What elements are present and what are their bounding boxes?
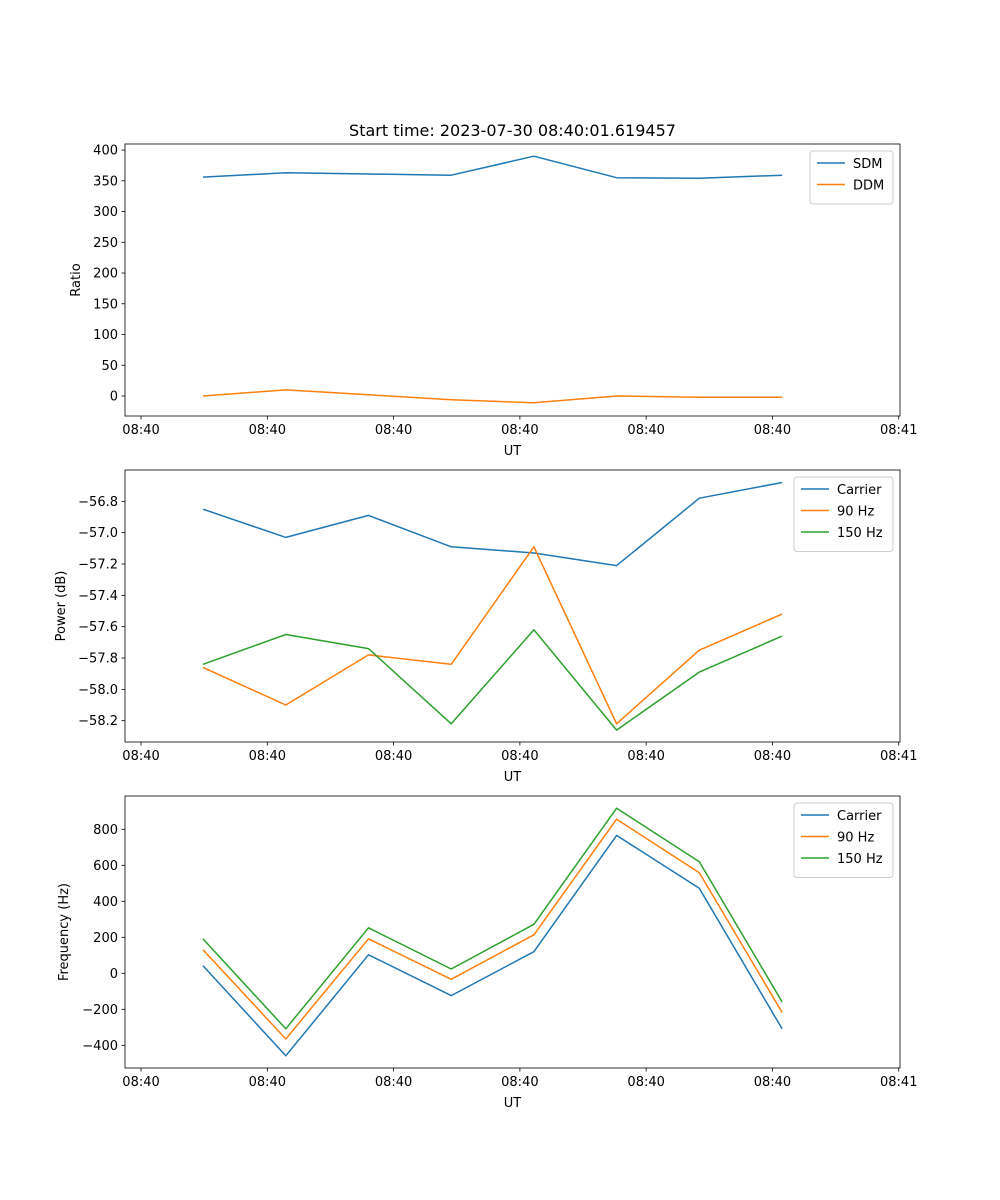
subplot-2: 08:40 08:40 08:40 08:40 08:40 08:40 08:41 −58.2… <box>54 469 917 785</box>
y-axis-label: Power (dB) <box>54 571 69 642</box>
subplot-1: 08:40 08:40 08:40 08:40 08:40 08:40 08:41 0 50 10… <box>69 144 917 459</box>
x-tick-label: 08:41 <box>880 1075 917 1090</box>
y-tick-label: −57.6 <box>78 620 118 635</box>
y-tick-label: −200 <box>82 1003 118 1018</box>
x-tick-label: 08:40 <box>122 1075 159 1090</box>
x-tick-label: 08:40 <box>249 423 286 438</box>
y-tick-label: 350 <box>93 174 118 189</box>
x-tick-label: 08:40 <box>627 1075 664 1090</box>
axes-frame <box>124 795 901 1069</box>
legend: Carrier 90 Hz 150 Hz <box>793 802 894 878</box>
series-line-150-hz <box>202 629 783 731</box>
y-tick-label: 400 <box>93 144 118 159</box>
y-tick-label: 100 <box>93 328 118 343</box>
series-line-carrier <box>202 481 783 567</box>
x-tick-label: 08:40 <box>249 749 286 764</box>
y-tick-label: 300 <box>93 205 118 220</box>
x-tick-label: 08:40 <box>754 749 791 764</box>
y-axis-label: Ratio <box>69 263 84 296</box>
legend-label: 90 Hz <box>837 831 874 846</box>
legend-label: 150 Hz <box>837 526 883 541</box>
legend-label: DDM <box>853 179 884 194</box>
x-tick-label: 08:40 <box>375 423 412 438</box>
y-tick-label: 200 <box>93 267 118 282</box>
y-tick-label: −400 <box>82 1039 118 1054</box>
x-tick-label: 08:40 <box>375 1075 412 1090</box>
series-line-sdm <box>202 155 783 180</box>
y-tick-label: −57.8 <box>78 652 118 667</box>
y-tick-label: 800 <box>93 823 118 838</box>
legend-box <box>793 476 894 552</box>
x-tick-label: 08:41 <box>880 749 917 764</box>
x-tick-label: 08:40 <box>249 1075 286 1090</box>
legend-label: Carrier <box>837 809 882 824</box>
y-tick-label: 600 <box>93 859 118 874</box>
y-tick-label: 250 <box>93 236 118 251</box>
series-line-ddm <box>202 389 783 404</box>
y-tick-label: −57.2 <box>78 558 118 573</box>
legend-label: 150 Hz <box>837 852 883 867</box>
x-axis-label: UT <box>504 1096 522 1111</box>
subplot-3: 08:40 08:40 08:40 08:40 08:40 08:40 08:41 −400 −… <box>57 795 917 1111</box>
y-tick-label: 0 <box>110 390 118 405</box>
legend: Carrier 90 Hz 150 Hz <box>793 476 894 552</box>
legend-label: SDM <box>853 157 882 172</box>
y-tick-label: 50 <box>101 359 118 374</box>
y-tick-label: 400 <box>93 895 118 910</box>
legend-label: 90 Hz <box>837 505 874 520</box>
series-line-150-hz <box>202 807 783 1030</box>
legend-label: Carrier <box>837 483 882 498</box>
x-tick-label: 08:40 <box>754 1075 791 1090</box>
y-tick-label: −56.8 <box>78 495 118 510</box>
series-line-carrier <box>202 834 783 1057</box>
y-tick-label: −58.0 <box>78 683 118 698</box>
series-line-90-hz <box>202 546 783 725</box>
x-tick-label: 08:40 <box>501 749 538 764</box>
y-axis-label: Frequency (Hz) <box>57 883 72 981</box>
axes-frame <box>124 469 901 743</box>
y-tick-label: 200 <box>93 931 118 946</box>
x-tick-label: 08:40 <box>627 423 664 438</box>
x-tick-label: 08:40 <box>501 423 538 438</box>
legend: SDM DDM <box>809 150 894 205</box>
x-tick-label: 08:40 <box>122 423 159 438</box>
axes-frame <box>124 143 901 417</box>
y-tick-label: 150 <box>93 297 118 312</box>
y-tick-label: −57.0 <box>78 526 118 541</box>
x-tick-label: 08:40 <box>754 423 791 438</box>
chart-title: Start time: 2023-07-30 08:40:01.619457 <box>349 121 676 140</box>
x-tick-label: 08:40 <box>501 1075 538 1090</box>
legend-box <box>793 802 894 878</box>
y-tick-label: −58.2 <box>78 714 118 729</box>
legend-box <box>809 150 894 205</box>
x-axis-label: UT <box>504 770 522 785</box>
x-tick-label: 08:40 <box>375 749 412 764</box>
x-tick-label: 08:40 <box>627 749 664 764</box>
series-line-90-hz <box>202 818 783 1040</box>
y-tick-label: 0 <box>110 967 118 982</box>
x-tick-label: 08:41 <box>880 423 917 438</box>
x-axis-label: UT <box>504 444 522 459</box>
y-tick-label: −57.4 <box>78 589 118 604</box>
x-tick-label: 08:40 <box>122 749 159 764</box>
